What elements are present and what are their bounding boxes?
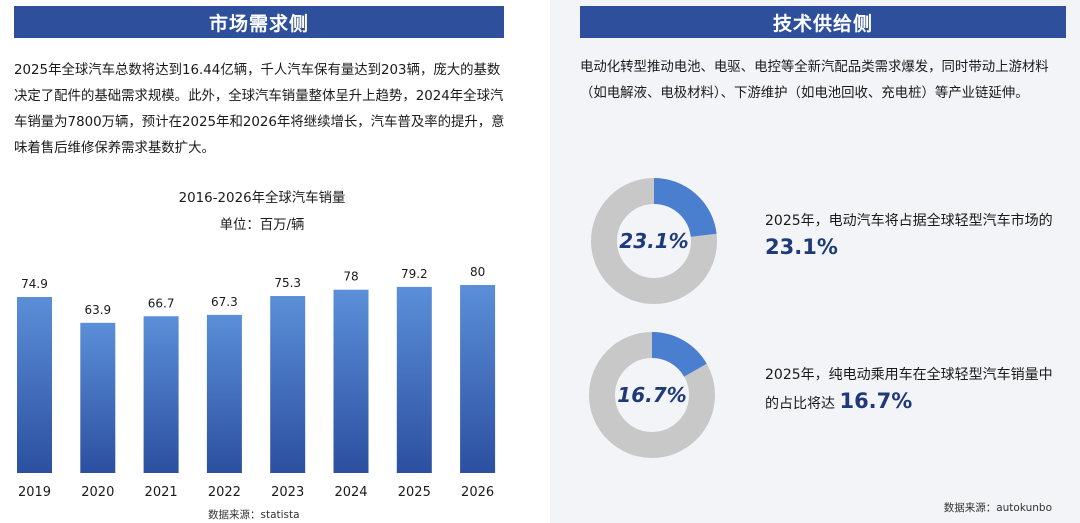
bar-value-label: 79.2 [401, 267, 428, 281]
market-demand-panel: 市场需求侧 2025年全球汽车总数将达到16.44亿辆，千人汽车保有量达到203… [0, 0, 518, 523]
chart-subtitle: 单位：百万/辆 [219, 218, 305, 233]
sales-bar-chart: 74.9 2019 63.9 2020 66.7 2021 67.3 2022 75.3 2023… [17, 265, 496, 500]
stat-text: 2025年，电动汽车将占据全球轻型汽车市场的 [765, 213, 1053, 229]
x-tick-label: 2020 [81, 485, 114, 500]
market-demand-banner: 市场需求侧 [14, 6, 504, 38]
chart-title: 2016-2026年全球汽车销量 [178, 191, 346, 206]
donut-percent-label: 23.1% [619, 229, 689, 253]
ev-share-statement: 2025年，电动汽车将占据全球轻型汽车市场的 23.1% [765, 208, 1065, 263]
donut-value-arc [589, 332, 715, 458]
bar-2021 [143, 316, 179, 473]
bar-value-label: 67.3 [211, 295, 238, 309]
bar-2020 [80, 322, 116, 473]
stat-text: 2025年，纯电动乘用车在全球轻型汽车销量中的占比将达 [765, 367, 1053, 412]
bar-value-label: 66.7 [148, 296, 175, 310]
bar-value-label: 75.3 [274, 276, 301, 290]
bar-2026 [460, 285, 496, 473]
ev-share-donut: 23.1% [589, 176, 719, 306]
bar-2022 [206, 314, 242, 473]
bev-share-statement: 2025年，纯电动乘用车在全球轻型汽车销量中的占比将达 16.7% [765, 362, 1065, 417]
bar-value-label: 74.9 [21, 277, 48, 291]
bar-2024 [333, 289, 369, 473]
stat-highlight: 23.1% [765, 235, 838, 259]
bar-2023 [270, 296, 306, 473]
bar-2019 [17, 296, 52, 473]
bar-value-label: 78 [343, 270, 358, 284]
market-demand-paragraph: 2025年全球汽车总数将达到16.44亿辆，千人汽车保有量达到203辆，庞大的基… [14, 63, 505, 156]
tech-supply-paragraph: 电动化转型推动电池、电驱、电控等全新汽配品类需求爆发，同时带动上游材料（如电解液… [580, 60, 1049, 101]
x-tick-label: 2026 [461, 485, 494, 500]
x-tick-label: 2019 [18, 485, 51, 500]
x-tick-label: 2024 [334, 485, 367, 500]
x-tick-label: 2021 [145, 485, 178, 500]
bev-share-donut: 16.7% [587, 330, 717, 460]
right-data-source: 数据来源：autokunbo [943, 502, 1052, 514]
donut-percent-label: 16.7% [617, 383, 687, 407]
x-tick-label: 2023 [271, 485, 304, 500]
bar-value-label: 63.9 [84, 303, 111, 317]
bar-2025 [396, 286, 432, 473]
bar-value-label: 80 [470, 265, 485, 279]
x-tick-label: 2025 [398, 485, 431, 500]
x-tick-label: 2022 [208, 485, 241, 500]
left-data-source: 数据来源：statista [208, 509, 300, 521]
stat-highlight: 16.7% [839, 389, 913, 413]
donut-value-arc [591, 178, 717, 304]
tech-supply-banner: 技术供给侧 [580, 6, 1066, 38]
